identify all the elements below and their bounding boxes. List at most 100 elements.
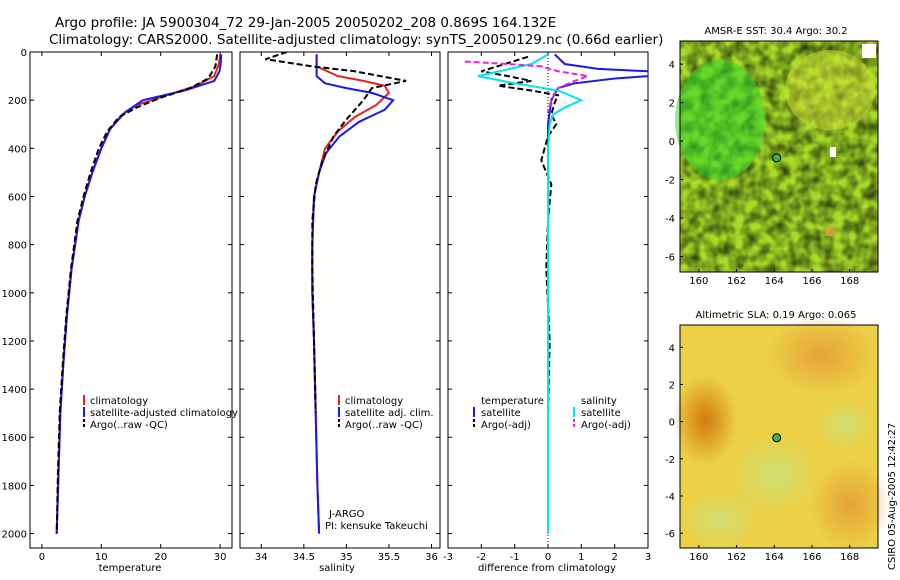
x-tick-label: 20 <box>154 552 167 563</box>
legend-heading-salinity: salinity <box>581 396 617 407</box>
x-tick-label: 2 <box>611 552 617 563</box>
x-tick-label: 34.5 <box>293 552 315 563</box>
map-x-tick-label: 166 <box>802 276 821 287</box>
sla-low-patch <box>730 435 820 515</box>
y-tick-label: 1200 <box>2 337 27 348</box>
sla-high-patch <box>673 375 737 465</box>
legend-heading-temperature: temperature <box>481 396 544 407</box>
legend-label-argo: Argo(..raw -QC) <box>90 420 168 431</box>
x-tick-label: 30 <box>214 552 227 563</box>
sla-high-patch <box>810 460 890 550</box>
legend-label-temp-argo: Argo(-adj) <box>481 420 531 431</box>
map-x-tick-label: 168 <box>840 276 859 287</box>
salinity-xlabel: salinity <box>319 563 355 574</box>
x-tick-label: 1 <box>578 552 584 563</box>
map-y-tick-label: 2 <box>669 99 675 110</box>
legend-label-climatology: climatology <box>90 396 148 407</box>
sst-cool-patch <box>785 50 875 130</box>
temperature-xlabel: temperature <box>99 563 162 574</box>
sla-high-patch <box>767 315 877 395</box>
y-tick-label: 400 <box>8 144 27 155</box>
difference-xlabel: difference from climatology <box>478 563 616 574</box>
y-tick-label: 1400 <box>2 385 27 396</box>
y-tick-label: 600 <box>8 192 27 203</box>
sla-argo-position-marker <box>772 433 782 443</box>
y-tick-label: 200 <box>8 96 27 107</box>
x-tick-label: -3 <box>443 552 453 563</box>
map-x-tick-label: 168 <box>840 552 859 563</box>
map-y-tick-label: -4 <box>665 492 675 503</box>
x-tick-label: 10 <box>95 552 108 563</box>
map-x-tick-label: 162 <box>727 552 746 563</box>
legend-label-temp-satellite: satellite <box>481 408 521 419</box>
x-tick-label: -2 <box>476 552 486 563</box>
map-x-tick-label: 164 <box>765 552 784 563</box>
difference-panel: -3 -2 -1 0 1 2 3 difference from climatology t… <box>443 51 651 574</box>
figure-title-line2: Climatology: CARS2000. Satellite-adjuste… <box>49 32 663 48</box>
map-y-tick-label: -6 <box>665 253 675 264</box>
series-line-argo-raw-qc- <box>55 54 219 534</box>
y-tick-label: 2000 <box>2 530 27 541</box>
y-tick-label: 1600 <box>2 433 27 444</box>
map-y-tick-label: -6 <box>665 529 675 540</box>
platform-annotation: J-ARGO <box>328 509 365 520</box>
map-x-tick-label: 164 <box>765 276 784 287</box>
map-y-tick-label: -2 <box>665 455 675 466</box>
legend-label-argo: Argo(..raw -QC) <box>345 420 423 431</box>
sst-map-title: AMSR-E SST: 30.4 Argo: 30.2 <box>704 26 847 37</box>
legend-label-sal-argo: Argo(-adj) <box>581 420 631 431</box>
series-line-argo-raw-qc- <box>265 52 407 414</box>
legend-label-satellite: satellite-adjusted climatology <box>90 408 238 419</box>
map-x-tick-label: 166 <box>802 552 821 563</box>
temperature-legend: climatology satellite-adjusted climatolo… <box>83 395 238 431</box>
legend-label-satellite: satellite adj. clim. <box>345 408 434 419</box>
y-tick-label: 0 <box>21 48 27 59</box>
sla-map-panel: Altimetric SLA: 0.19 Argo: 0.065 160 162 1… <box>665 310 890 563</box>
sst-warm-patch <box>675 60 765 180</box>
y-tick-label: 1800 <box>2 481 27 492</box>
sla-low-patch <box>680 490 760 550</box>
map-x-tick-label: 160 <box>689 276 708 287</box>
map-y-tick-label: 2 <box>669 380 675 391</box>
figure-title-line1: Argo profile: JA 5900304_72 29-Jan-2005 … <box>55 15 556 31</box>
legend-label-climatology: climatology <box>345 396 403 407</box>
temperature-panel: 0 10 20 30 0 200 400 600 800 1000 1200 1400 1600 1800… <box>2 48 238 574</box>
sla-map-frame <box>679 324 879 549</box>
series-line-salinity-argo-adj- <box>464 60 589 113</box>
series-line-temperature-satellite <box>547 53 648 534</box>
salinity-panel: 34 34.5 35 35.5 36 salinity climatology sate… <box>239 51 441 574</box>
sst-hot-pixel <box>825 228 835 236</box>
sst-map-frame <box>679 40 879 273</box>
y-tick-label: 1000 <box>2 289 27 300</box>
x-tick-label: 0 <box>545 552 551 563</box>
map-y-tick-label: 0 <box>669 137 675 148</box>
pi-annotation: PI: kensuke Takeuchi <box>325 521 428 532</box>
x-tick-label: -1 <box>510 552 520 563</box>
difference-legend-temperature: temperature satellite Argo(-adj) <box>473 396 544 431</box>
x-tick-label: 36 <box>425 552 438 563</box>
difference-legend-salinity: salinity satellite Argo(-adj) <box>573 396 631 431</box>
x-tick-label: 35.5 <box>378 552 400 563</box>
x-tick-label: 0 <box>39 552 45 563</box>
csiro-credit: CSIRO 05-Aug-2005 12:42:27 <box>887 423 898 570</box>
salinity-legend: climatology satellite adj. clim. Argo(..… <box>338 395 434 431</box>
sst-missing-pixel <box>862 44 876 58</box>
map-y-tick-label: 0 <box>669 418 675 429</box>
map-y-tick-label: 4 <box>669 60 675 71</box>
map-x-tick-label: 162 <box>727 276 746 287</box>
map-y-tick-label: -4 <box>665 214 675 225</box>
sst-map-panel: AMSR-E SST: 30.4 Argo: 30.2 160 162 164 166… <box>665 26 879 287</box>
x-tick-label: 35 <box>340 552 353 563</box>
x-tick-label: 34 <box>255 552 268 563</box>
y-tick-label: 800 <box>8 241 27 252</box>
sst-argo-position-marker <box>772 153 782 163</box>
map-y-tick-label: -2 <box>665 176 675 187</box>
map-x-tick-label: 160 <box>689 552 708 563</box>
sla-map-title: Altimetric SLA: 0.19 Argo: 0.065 <box>696 310 857 321</box>
sla-low-patch <box>815 400 875 450</box>
sst-missing-pixel <box>830 147 836 157</box>
map-y-tick-label: 4 <box>669 343 675 354</box>
x-tick-label: 3 <box>645 552 651 563</box>
series-line-salinity-satellite <box>477 53 584 534</box>
